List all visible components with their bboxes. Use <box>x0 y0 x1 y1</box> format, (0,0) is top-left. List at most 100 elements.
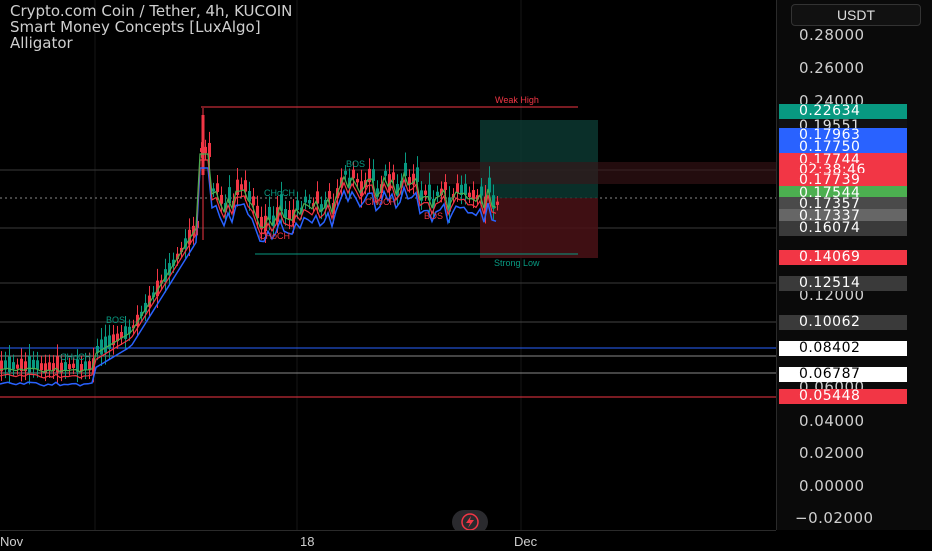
candle-body <box>240 184 243 190</box>
annotation-bos-1: BOS <box>346 159 365 169</box>
candle-body <box>428 184 431 201</box>
candle-body <box>88 361 91 371</box>
candle-body <box>176 253 179 260</box>
candle-body <box>4 360 7 370</box>
price-axis-label: 0.00000 <box>799 477 865 495</box>
candle-body <box>392 172 395 180</box>
price-tag: 0.17750 <box>779 140 907 155</box>
annotation-choch-1: CHoCH <box>264 188 295 198</box>
time-label-dec: Dec <box>514 534 538 549</box>
candle-body <box>0 360 3 372</box>
price-axis-label: 0.26000 <box>799 59 865 77</box>
candle-body <box>492 195 495 209</box>
candle-body <box>368 168 371 183</box>
alligator-teeth-line <box>0 159 497 379</box>
candle-body <box>288 210 291 221</box>
currency-button[interactable]: USDT <box>791 4 921 26</box>
candle-body <box>296 200 299 210</box>
candle-body <box>280 194 283 211</box>
price-tag: 0.08402 <box>779 341 907 356</box>
annotation-bos-2: BOS <box>424 211 443 221</box>
candle-body <box>388 174 391 191</box>
candle-body <box>16 364 19 369</box>
candle-body <box>32 359 35 370</box>
candle-body <box>488 177 491 193</box>
candle-body <box>236 179 239 195</box>
candle-body <box>436 191 439 196</box>
candle-body <box>420 190 423 201</box>
candle-body <box>40 363 43 371</box>
candle-body <box>128 326 131 334</box>
price-tag: 0.05448 <box>779 389 907 404</box>
candle-body <box>328 191 331 199</box>
alligator-jaw-line <box>0 167 497 387</box>
candle-body <box>148 295 151 307</box>
price-axis[interactable]: USDT 0.28000 0.26000 0.24000 0.12000 0.0… <box>776 0 932 530</box>
candle-body <box>184 238 187 249</box>
symbol-title[interactable]: Crypto.com Coin / Tether, 4h, KUCOIN <box>10 2 293 20</box>
candle-body <box>496 201 499 205</box>
candle-body <box>260 216 263 230</box>
candle-body <box>244 180 247 192</box>
candle-body <box>56 356 59 373</box>
candle-body <box>468 192 471 197</box>
candle-body <box>216 183 219 192</box>
candle-body <box>144 302 147 313</box>
candle-body <box>12 362 15 370</box>
candle-body <box>440 188 443 196</box>
candle-body <box>132 325 135 329</box>
candle-body <box>188 229 191 245</box>
time-label-nov: Nov <box>0 534 24 549</box>
candle-body <box>44 363 47 373</box>
candle-body <box>284 209 287 218</box>
alligator-lips-line <box>0 153 497 373</box>
price-tag: 0.10062 <box>779 315 907 330</box>
time-axis[interactable]: Nov 18 Dec <box>0 530 776 551</box>
candle-body <box>112 334 115 346</box>
price-tag: 0.16074 <box>779 221 907 236</box>
annotation-choch-4: CHoCH <box>365 197 396 207</box>
candle-body <box>396 184 399 196</box>
candle-body <box>116 333 119 342</box>
indicator-smc-label[interactable]: Smart Money Concepts [LuxAlgo] <box>10 18 261 36</box>
candle-body <box>404 162 407 176</box>
price-tag: 0.17963 <box>779 128 907 143</box>
annotation-weak-high: Weak High <box>495 95 539 105</box>
candle-body <box>108 335 111 349</box>
candle-body <box>316 191 319 204</box>
price-tag: 0.17337 <box>779 209 907 224</box>
candle-body <box>252 196 255 206</box>
candle-body <box>36 360 39 370</box>
candle-body <box>8 356 11 372</box>
candle-body <box>416 167 419 182</box>
candle-body <box>464 183 467 195</box>
candle-body <box>168 263 171 276</box>
candle-body <box>164 269 167 283</box>
candle-body <box>412 173 415 185</box>
candle-body <box>308 200 311 204</box>
candle-body <box>424 190 427 195</box>
candle-body <box>152 292 155 298</box>
stop-zone <box>480 198 598 258</box>
candle-body <box>376 188 379 197</box>
candle-body <box>20 358 23 372</box>
candle-body <box>320 204 323 212</box>
candle-body <box>360 181 363 197</box>
candle-body <box>201 115 205 175</box>
price-tag: 0.17357 <box>779 197 907 212</box>
price-chart[interactable]: Weak High Strong Low BOS BOS CHoCH CHoCH CHoCH… <box>0 0 776 530</box>
annotation-choch-2: CHoCH <box>259 231 290 241</box>
target-zone <box>480 120 598 198</box>
price-axis-label: 0.04000 <box>799 412 865 430</box>
candle-body <box>72 363 75 368</box>
candle-body <box>160 280 163 284</box>
indicator-alligator-label[interactable]: Alligator <box>10 34 73 52</box>
candle-body <box>28 356 31 373</box>
chart-area[interactable]: Weak High Strong Low BOS BOS CHoCH CHoCH CHoCH… <box>0 0 776 534</box>
candle-body <box>372 169 375 181</box>
candle-body <box>68 364 71 370</box>
candle-body <box>64 362 67 371</box>
candle-body <box>172 259 175 266</box>
candle-body <box>84 361 87 371</box>
candle-body <box>140 311 143 317</box>
